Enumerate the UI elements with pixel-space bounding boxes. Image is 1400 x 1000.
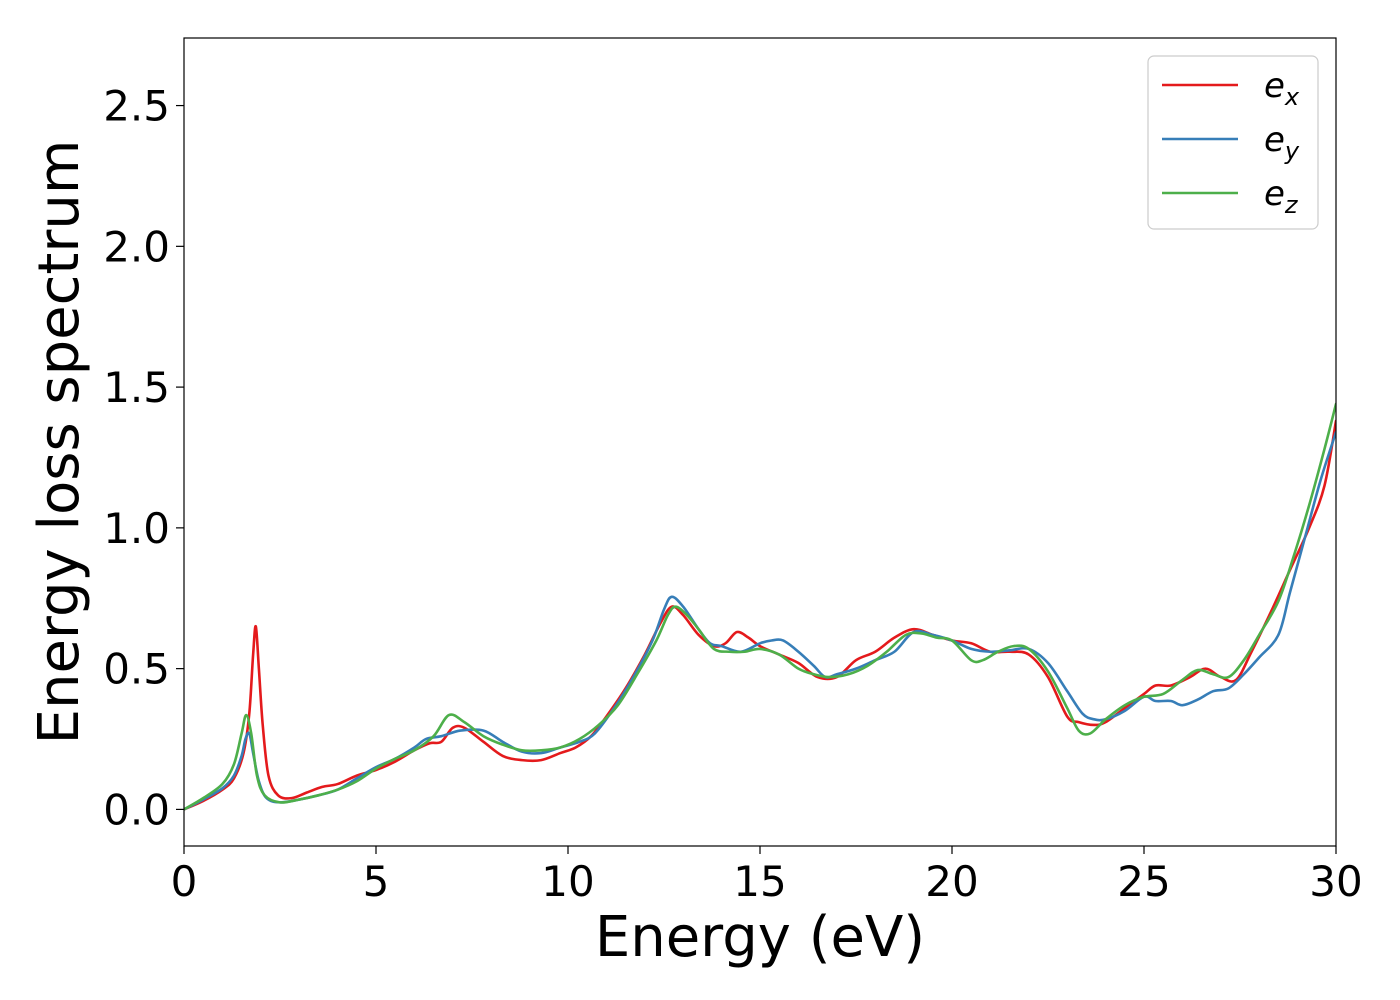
x-tick-label: 5: [363, 857, 390, 906]
y-tick-label: 0.0: [103, 785, 170, 834]
y-axis-ticks: 0.0 0.5 1.0 1.5 2.0 2.5: [103, 82, 184, 834]
series-layer: [184, 402, 1336, 811]
legend-label-y: ey: [1264, 120, 1300, 165]
y-tick-label: 2.0: [103, 222, 170, 271]
x-tick-label: 10: [541, 857, 594, 906]
legend-box: [1147, 55, 1319, 230]
x-tick-label: 30: [1309, 857, 1362, 906]
x-tick-label: 25: [1117, 857, 1170, 906]
legend: ex ey ez: [1147, 55, 1319, 230]
legend-label-x: ex: [1264, 66, 1300, 111]
x-axis-label: Energy (eV): [595, 905, 925, 970]
x-tick-label: 0: [171, 857, 198, 906]
series-line-z: [184, 402, 1336, 811]
plot-area: [184, 38, 1336, 846]
x-axis-ticks: 0 5 10 15 20 25 30: [171, 846, 1363, 906]
x-tick-label: 20: [925, 857, 978, 906]
y-tick-label: 0.5: [103, 645, 170, 694]
x-tick-label: 15: [733, 857, 786, 906]
legend-label-z: ez: [1264, 174, 1299, 219]
y-tick-label: 1.0: [103, 504, 170, 553]
y-tick-label: 1.5: [103, 363, 170, 412]
plot-frame: [183, 37, 1337, 847]
y-tick-label: 2.5: [103, 82, 170, 131]
y-axis-label: Energy loss spectrum: [27, 140, 92, 745]
